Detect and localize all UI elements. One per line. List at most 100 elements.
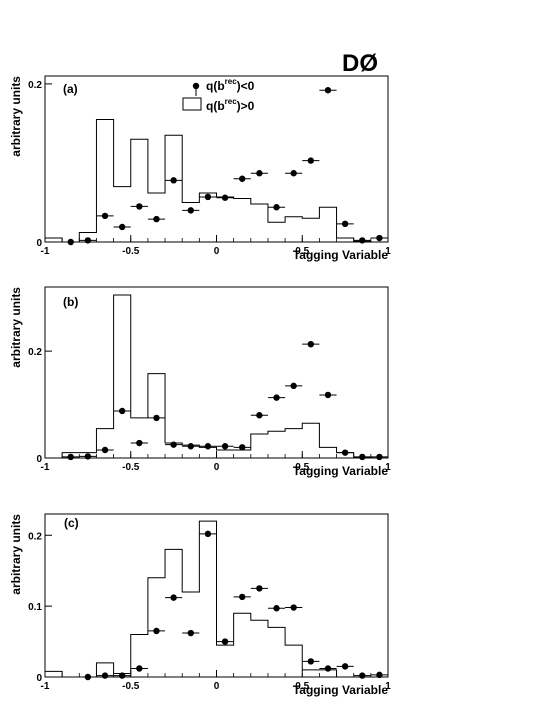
data-point: [359, 237, 366, 244]
data-point: [170, 441, 177, 448]
data-point: [204, 530, 212, 538]
data-point: [170, 177, 177, 184]
data-point: [273, 605, 280, 612]
data-point: [84, 453, 92, 460]
panel-b: -1 -0.5 0 0.5 1 0 0.2 Tagging Variable arbitrary…: [9, 286, 391, 478]
experiment-label: DØ: [342, 50, 378, 77]
legend-point-marker: [192, 82, 200, 90]
data-point: [239, 444, 246, 451]
y-tick-label: 0.2: [28, 80, 42, 91]
data-point: [204, 193, 212, 201]
data-point: [101, 672, 109, 679]
x-tick-label: -0.5: [122, 681, 140, 692]
x-tick-label: 1: [385, 462, 391, 473]
x-tick-label: 0.5: [295, 681, 309, 692]
y-tick-label: 0.2: [28, 347, 42, 358]
data-point: [341, 449, 349, 456]
x-tick-label: -1: [41, 681, 50, 692]
data-point: [84, 237, 92, 244]
data-point: [239, 175, 246, 182]
x-tick-label: 0: [214, 246, 220, 257]
data-point: [136, 665, 143, 672]
x-tick-label: 1: [385, 681, 391, 692]
x-tick-label: -1: [41, 462, 50, 473]
data-point: [221, 443, 229, 450]
data-point: [101, 446, 109, 454]
data-point: [359, 453, 366, 461]
data-point: [324, 665, 332, 672]
data-point: [290, 170, 297, 177]
x-tick-label: 0.5: [295, 462, 309, 473]
x-tick-label: -1: [41, 246, 50, 257]
panel-a: -1 -0.5 0 0.5 1 0 0.2 Tagging Variable arbitrary…: [9, 75, 391, 262]
data-point: [118, 672, 126, 679]
y-axis-label: arbitrary units: [9, 76, 23, 157]
y-tick-label: 0: [36, 238, 42, 249]
x-tick-label: -0.5: [122, 246, 140, 257]
y-tick-label: 0.1: [28, 602, 42, 613]
legend-label-hist: q(brec)>0: [206, 97, 255, 113]
data-point: [239, 593, 246, 601]
data-point: [324, 391, 332, 399]
data-point: [118, 407, 126, 415]
x-axis-label: Tagging Variable: [293, 248, 388, 262]
data-point: [187, 443, 194, 450]
x-axis-label: Tagging Variable: [293, 683, 388, 697]
data-point: [256, 170, 263, 177]
panel-label: (b): [63, 295, 78, 309]
y-tick-label: 0: [36, 454, 42, 465]
x-tick-label: -0.5: [122, 462, 140, 473]
data-point: [324, 87, 332, 94]
data-point: [84, 673, 92, 681]
data-point: [376, 234, 383, 242]
panel-label: (c): [64, 516, 79, 530]
x-axis-label: Tagging Variable: [293, 464, 388, 478]
legend-label-points: q(brec)<0: [206, 77, 255, 93]
data-point: [376, 671, 383, 679]
data-point: [67, 453, 74, 461]
y-tick-label: 0.2: [28, 531, 42, 542]
panel-c: -1 -0.5 0 0.5 1 0 0.1 0.2 Tagging Variable arbitr…: [9, 513, 391, 697]
data-point: [307, 658, 315, 665]
data-point: [153, 414, 160, 422]
y-axis-label: arbitrary units: [9, 287, 23, 368]
panel-label: (a): [63, 82, 78, 96]
data-point: [307, 157, 315, 164]
data-point: [204, 443, 212, 450]
data-point: [187, 207, 194, 214]
data-point: [153, 215, 160, 223]
data-point: [101, 212, 109, 220]
data-point: [307, 340, 315, 348]
histogram-series: [44, 520, 388, 678]
data-point: [273, 204, 280, 211]
legend: q(brec)<0 q(brec)>0: [182, 77, 255, 113]
legend-hist-box: [182, 97, 202, 111]
data-point: [290, 604, 297, 611]
data-point: [256, 585, 263, 592]
x-tick-label: 0: [214, 462, 220, 473]
x-tick-label: 0.5: [295, 246, 309, 257]
histogram-series: [44, 118, 388, 243]
data-point: [341, 220, 349, 228]
data-point: [359, 672, 366, 679]
data-point: [170, 594, 177, 601]
data-point: [341, 663, 349, 670]
data-point: [273, 394, 280, 401]
data-point: [376, 453, 383, 461]
x-tick-label: 1: [385, 246, 391, 257]
data-point: [136, 439, 143, 447]
y-axis-label: arbitrary units: [9, 514, 23, 595]
data-point: [153, 627, 160, 635]
y-tick-label: 0: [36, 673, 42, 684]
data-point: [221, 638, 229, 645]
x-tick-label: 0: [214, 681, 220, 692]
data-point: [187, 629, 194, 637]
data-point: [256, 412, 263, 419]
histogram-series: [45, 294, 388, 459]
data-point: [136, 203, 143, 210]
data-point: [221, 194, 229, 201]
data-point: [118, 223, 126, 231]
data-point: [67, 238, 74, 246]
data-point: [290, 382, 297, 390]
